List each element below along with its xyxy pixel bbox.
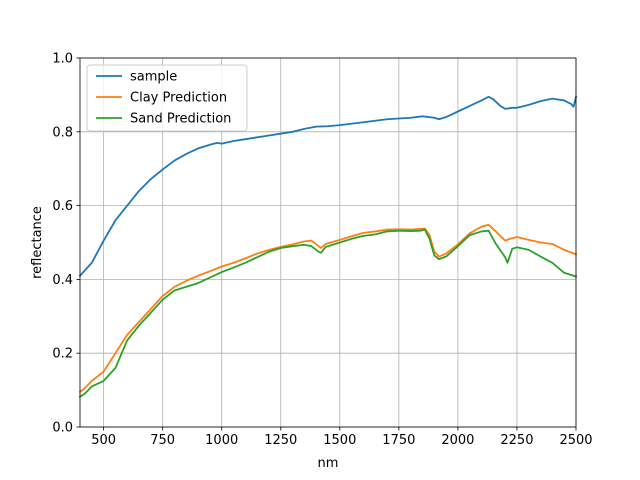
y-tick-label: 0.6 — [52, 199, 73, 214]
y-tick-label: 0.2 — [52, 347, 73, 362]
x-tick-label: 500 — [91, 433, 116, 448]
y-axis: 0.0 0.2 0.4 0.6 0.8 1.0 — [52, 52, 80, 436]
legend: sample Clay Prediction Sand Prediction — [86, 64, 248, 132]
grid — [80, 57, 577, 428]
x-tick-label: 1500 — [323, 433, 356, 448]
x-tick-label: 750 — [150, 433, 175, 448]
series-line-clay-prediction — [78, 223, 578, 394]
series-line-sand-prediction — [78, 228, 578, 398]
legend-box — [86, 64, 248, 132]
plot-frame — [79, 57, 577, 428]
series-line-sample — [78, 95, 578, 277]
x-tick-label: 1250 — [264, 433, 297, 448]
x-axis: 500 750 1000 1250 1500 1750 2000 2250 2500 — [91, 427, 593, 448]
x-tick-label: 2500 — [559, 433, 592, 448]
y-tick-label: 1.0 — [52, 52, 73, 67]
legend-label-sample: sample — [130, 70, 177, 85]
y-axis-label: reflectance — [30, 206, 45, 279]
y-tick-label: 0.4 — [52, 273, 73, 288]
x-tick-label: 2250 — [500, 433, 533, 448]
x-tick-label: 1000 — [205, 433, 238, 448]
legend-label-sand-prediction: Sand Prediction — [130, 112, 231, 127]
y-tick-label: 0.0 — [52, 421, 73, 436]
x-axis-label: nm — [318, 456, 339, 471]
series-layer — [78, 95, 578, 398]
legend-label-clay-prediction: Clay Prediction — [130, 91, 227, 106]
y-tick-label: 0.8 — [52, 125, 73, 140]
x-tick-label: 1750 — [382, 433, 415, 448]
x-tick-label: 2000 — [441, 433, 474, 448]
